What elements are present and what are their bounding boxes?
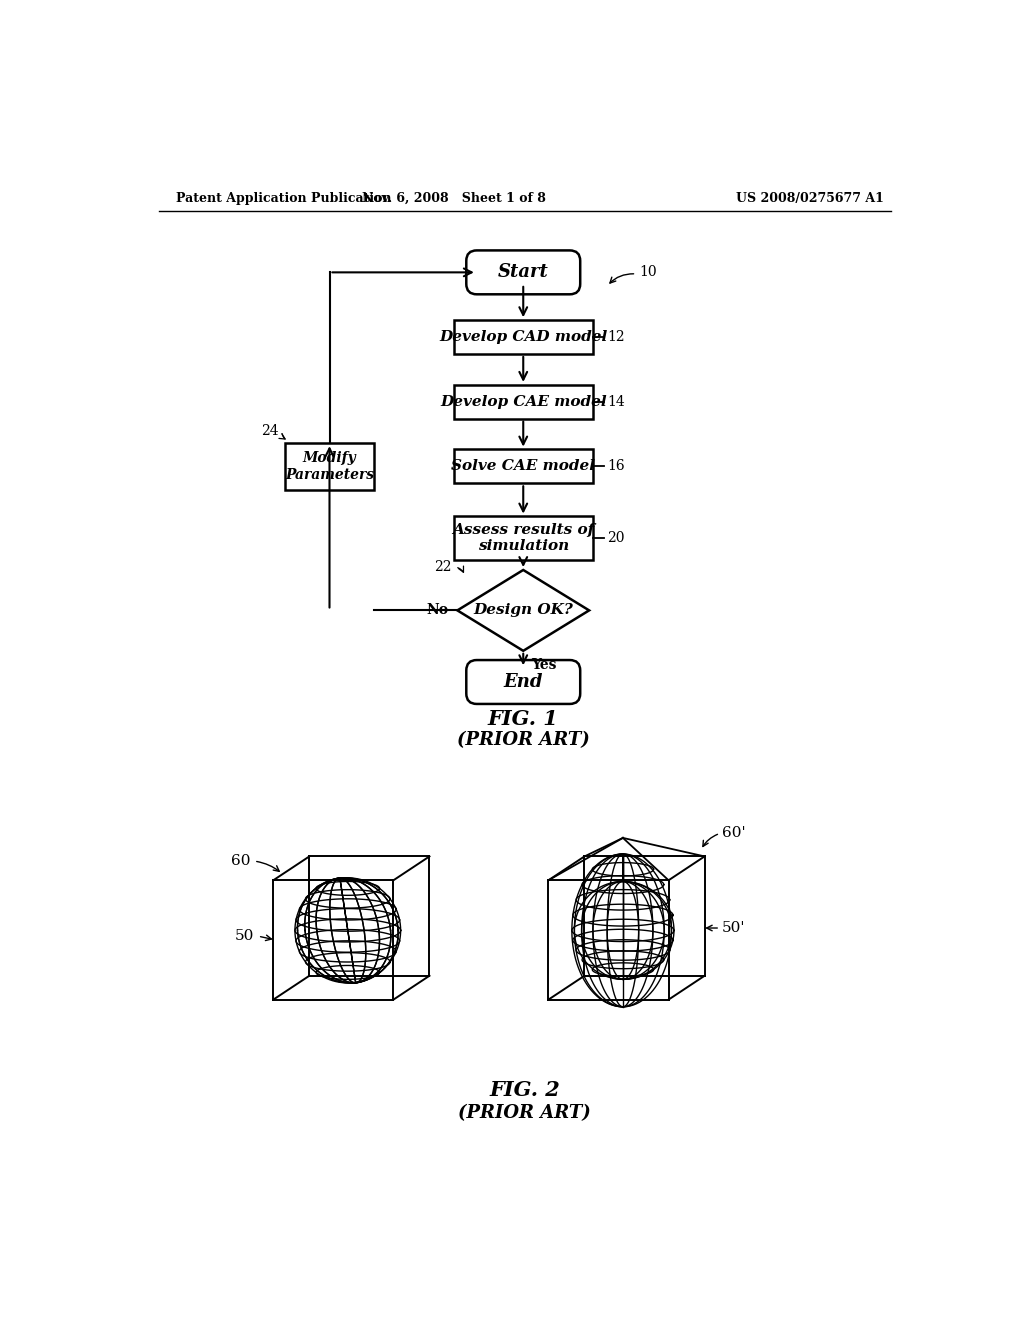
Text: Patent Application Publication: Patent Application Publication xyxy=(176,191,391,205)
Text: 16: 16 xyxy=(607,459,625,474)
Text: Nov. 6, 2008   Sheet 1 of 8: Nov. 6, 2008 Sheet 1 of 8 xyxy=(361,191,546,205)
Text: (PRIOR ART): (PRIOR ART) xyxy=(459,1105,591,1122)
Text: Develop CAD model: Develop CAD model xyxy=(439,330,607,345)
Text: End: End xyxy=(504,673,543,690)
FancyBboxPatch shape xyxy=(285,444,374,490)
Text: FIG. 1: FIG. 1 xyxy=(487,709,559,729)
Text: 60': 60' xyxy=(722,826,745,841)
Text: 50': 50' xyxy=(722,921,745,935)
Text: Start: Start xyxy=(498,264,549,281)
FancyBboxPatch shape xyxy=(466,251,581,294)
Polygon shape xyxy=(458,570,589,651)
Text: Modify
Parameters: Modify Parameters xyxy=(285,451,374,482)
Text: 22: 22 xyxy=(434,560,452,574)
Text: No: No xyxy=(426,603,449,618)
Text: Yes: Yes xyxy=(531,657,556,672)
Text: 60: 60 xyxy=(230,854,250,869)
Text: Assess results of
simulation: Assess results of simulation xyxy=(453,523,594,553)
Text: 50: 50 xyxy=(234,929,254,942)
FancyBboxPatch shape xyxy=(454,321,593,354)
Text: US 2008/0275677 A1: US 2008/0275677 A1 xyxy=(736,191,884,205)
Text: 20: 20 xyxy=(607,531,625,545)
Text: Develop CAE model: Develop CAE model xyxy=(440,395,606,409)
Text: 24: 24 xyxy=(261,424,279,438)
Text: 14: 14 xyxy=(607,395,625,409)
Text: Design OK?: Design OK? xyxy=(473,603,573,618)
FancyBboxPatch shape xyxy=(466,660,581,704)
FancyBboxPatch shape xyxy=(454,516,593,560)
Text: Solve CAE model: Solve CAE model xyxy=(452,459,595,474)
Text: 10: 10 xyxy=(640,265,657,280)
Text: (PRIOR ART): (PRIOR ART) xyxy=(457,731,590,748)
FancyBboxPatch shape xyxy=(454,449,593,483)
Text: 12: 12 xyxy=(607,330,625,345)
FancyBboxPatch shape xyxy=(454,385,593,418)
Text: FIG. 2: FIG. 2 xyxy=(489,1080,560,1100)
